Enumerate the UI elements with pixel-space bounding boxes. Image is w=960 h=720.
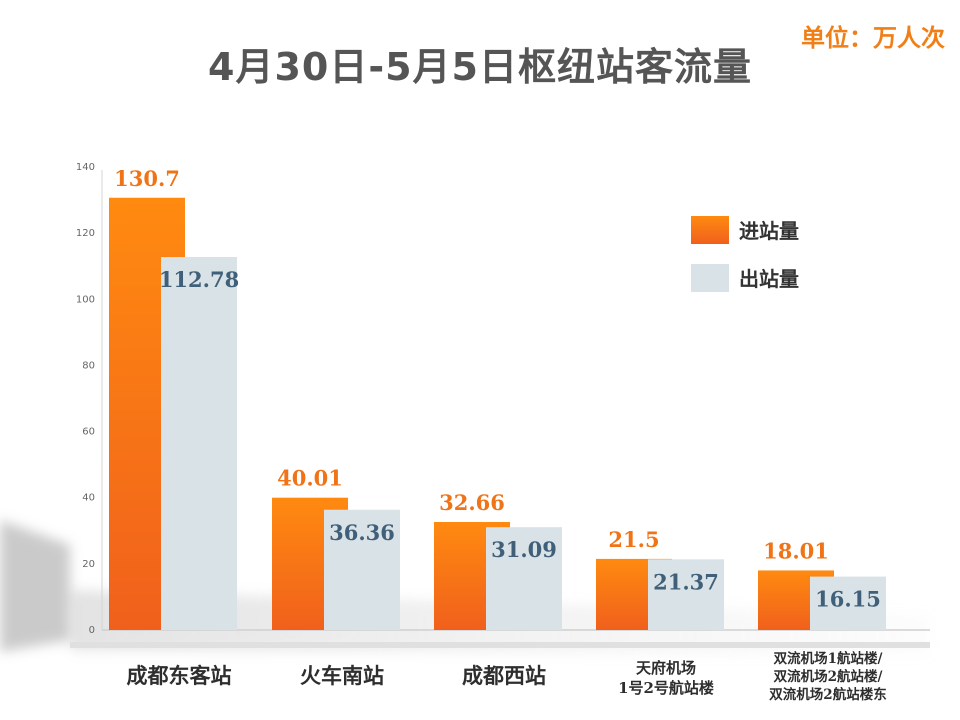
category-label: 成都东客站 (127, 663, 232, 688)
bar-out-value-label: 21.37 (653, 569, 719, 594)
y-tick-label: 140 (76, 162, 95, 173)
y-tick-label: 80 (82, 360, 95, 371)
bar-in-value-label: 130.7 (114, 166, 180, 191)
bar-in-value-label: 21.5 (608, 527, 659, 552)
bar-out (486, 527, 562, 630)
unit-label: 单位：万人次 (801, 24, 945, 52)
bar-out (324, 509, 400, 630)
category-label: 双流机场2航站楼/ (774, 668, 883, 685)
category-label: 1号2号航站楼 (618, 679, 714, 697)
category-label: 天府机场 (636, 659, 696, 677)
y-tick-label: 40 (82, 493, 95, 504)
bar-out-value-label: 31.09 (491, 537, 557, 562)
y-ticks: 0 20 40 60 80 100 120 140 (76, 162, 95, 636)
x-categories: 成都东客站 火车南站 成都西站 天府机场 1号2号航站楼 双流机场1航站楼/双流机场2航站… (127, 650, 888, 703)
bars (109, 197, 886, 631)
category-label: 双流机场1航站楼/ (774, 650, 883, 667)
legend-swatch-in (691, 216, 729, 244)
bar-in-value-label: 32.66 (439, 490, 505, 515)
y-tick-label: 100 (76, 294, 95, 305)
category-label: 成都西站 (462, 663, 546, 688)
bar-in-value-label: 18.01 (763, 538, 829, 563)
legend-swatch-out (691, 264, 729, 292)
floor-shadow (0, 520, 70, 652)
bar-in-value-label: 40.01 (277, 466, 343, 491)
bar-out-value-label: 16.15 (815, 587, 881, 612)
legend-label-out: 出站量 (739, 267, 799, 291)
bar-out-value-label: 36.36 (329, 520, 395, 545)
y-tick-label: 20 (82, 559, 95, 570)
bar-out (648, 559, 724, 630)
bar-out (161, 257, 237, 630)
bar-labels: 130.7 112.78 40.01 36.36 32.66 31.09 21.5 21.37… (114, 166, 881, 612)
y-tick-label: 0 (89, 625, 95, 636)
bar-out-value-label: 112.78 (159, 267, 239, 292)
y-tick-label: 60 (82, 427, 95, 438)
legend: 进站量 出站量 (691, 216, 799, 292)
bar-out (810, 576, 886, 630)
category-label: 火车南站 (300, 663, 384, 688)
category-label: 双流机场2航站楼东 (769, 686, 887, 703)
legend-label-in: 进站量 (739, 219, 799, 243)
chart-title: 4月30日-5月5日枢纽站客流量 (208, 45, 752, 89)
y-tick-label: 120 (76, 228, 95, 239)
